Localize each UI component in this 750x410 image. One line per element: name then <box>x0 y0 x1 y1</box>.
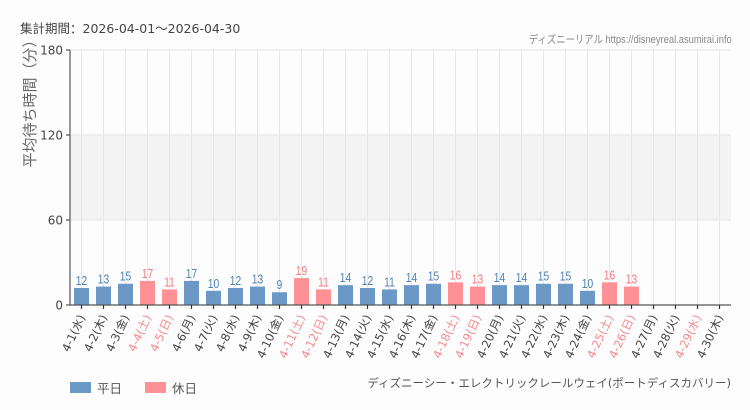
legend-item-weekday: 平日 <box>70 378 122 397</box>
legend: 平日 休日 <box>70 378 220 397</box>
bar <box>536 283 551 305</box>
bar-value-label: 11 <box>318 277 329 290</box>
bar-value-label: 12 <box>362 275 373 288</box>
bar <box>162 289 177 305</box>
bar-value-label: 15 <box>120 271 131 284</box>
bar <box>96 286 111 305</box>
bar-value-label: 17 <box>186 268 197 281</box>
bar-value-label: 13 <box>472 274 483 287</box>
bar <box>426 283 441 305</box>
bar-value-label: 14 <box>494 272 506 285</box>
bar <box>74 288 89 305</box>
bar-value-label: 12 <box>76 275 87 288</box>
bar-value-label: 15 <box>538 271 549 284</box>
legend-holiday-label: 休日 <box>172 381 198 396</box>
bar-value-label: 11 <box>164 277 175 290</box>
bar-value-label: 16 <box>604 269 615 282</box>
bar-value-label: 11 <box>384 277 395 290</box>
bar <box>514 285 529 305</box>
bar <box>140 280 155 305</box>
y-tick-label: 0 <box>55 299 63 313</box>
bar <box>272 292 287 305</box>
bar-value-label: 15 <box>560 271 571 284</box>
bar <box>250 286 265 305</box>
bar <box>206 290 221 305</box>
bar <box>338 285 353 305</box>
bar <box>360 288 375 305</box>
bar-value-label: 12 <box>230 275 241 288</box>
bar-value-label: 13 <box>626 274 637 287</box>
legend-weekday-label: 平日 <box>97 381 123 396</box>
bar <box>602 282 617 305</box>
bar <box>580 290 595 305</box>
y-tick-label: 60 <box>48 214 63 228</box>
bar <box>228 288 243 305</box>
highlight-band <box>70 135 731 220</box>
bar <box>492 285 507 305</box>
bar <box>316 289 331 305</box>
bar-value-label: 14 <box>516 272 528 285</box>
bar-value-label: 10 <box>582 278 593 291</box>
bar <box>448 282 463 305</box>
bar <box>470 286 485 305</box>
bar-value-label: 14 <box>406 272 418 285</box>
source-credit: ディズニーリアル https://disneyreal.asumirai.inf… <box>529 34 732 46</box>
bar <box>294 278 309 305</box>
bar-value-label: 13 <box>252 274 263 287</box>
bar-value-label: 15 <box>428 271 439 284</box>
bar <box>184 280 199 305</box>
bar <box>382 289 397 305</box>
bar <box>118 283 133 305</box>
y-tick-label: 120 <box>40 129 63 143</box>
bar-value-label: 10 <box>208 278 219 291</box>
y-tick-label: 180 <box>40 44 63 58</box>
bar <box>558 283 573 305</box>
weekday-swatch <box>70 382 91 393</box>
bar-value-label: 19 <box>296 265 307 278</box>
bar <box>404 285 419 305</box>
legend-item-holiday: 休日 <box>145 378 197 397</box>
bar-value-label: 9 <box>277 279 283 292</box>
bar <box>624 286 639 305</box>
bar-value-label: 17 <box>142 268 153 281</box>
bar-value-label: 16 <box>450 269 461 282</box>
aggregation-period: 集計期間：2026-04-01〜2026-04-30 <box>20 21 241 36</box>
bar-value-label: 14 <box>340 272 352 285</box>
holiday-swatch <box>145 382 167 393</box>
bar-value-label: 13 <box>98 274 109 287</box>
attraction-name: ディズニーシー・エレクトリックレールウェイ(ポートディスカバリー) <box>367 376 731 390</box>
